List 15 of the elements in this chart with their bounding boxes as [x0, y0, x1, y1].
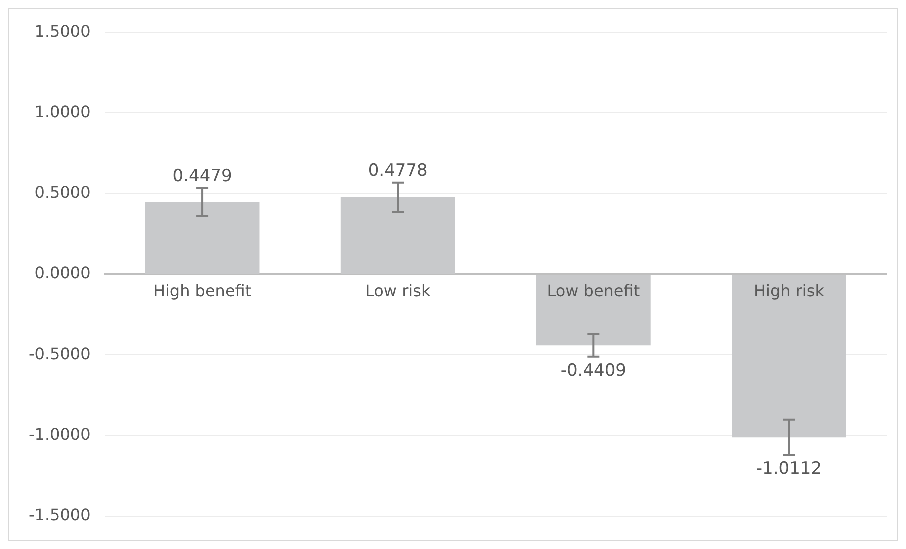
y-tick-label: 0.5000	[34, 183, 91, 202]
data-label: 0.4778	[368, 160, 428, 181]
data-label: -0.4409	[560, 360, 626, 381]
y-tick-label: 0.0000	[34, 264, 91, 283]
y-tick-label: 1.5000	[34, 22, 91, 41]
y-tick-label: -1.5000	[28, 506, 91, 525]
data-label: 0.4479	[172, 166, 232, 186]
x-tick-label: High benefit	[153, 282, 252, 301]
x-tick-label: Low benefit	[547, 282, 640, 301]
y-tick-label: -1.0000	[28, 424, 91, 444]
x-tick-label: High risk	[754, 282, 826, 301]
data-label: -1.0112	[756, 459, 822, 480]
y-tick-label: -0.5000	[28, 344, 91, 364]
y-tick-label: 1.0000	[34, 102, 91, 122]
x-tick-label: Low risk	[365, 282, 432, 301]
